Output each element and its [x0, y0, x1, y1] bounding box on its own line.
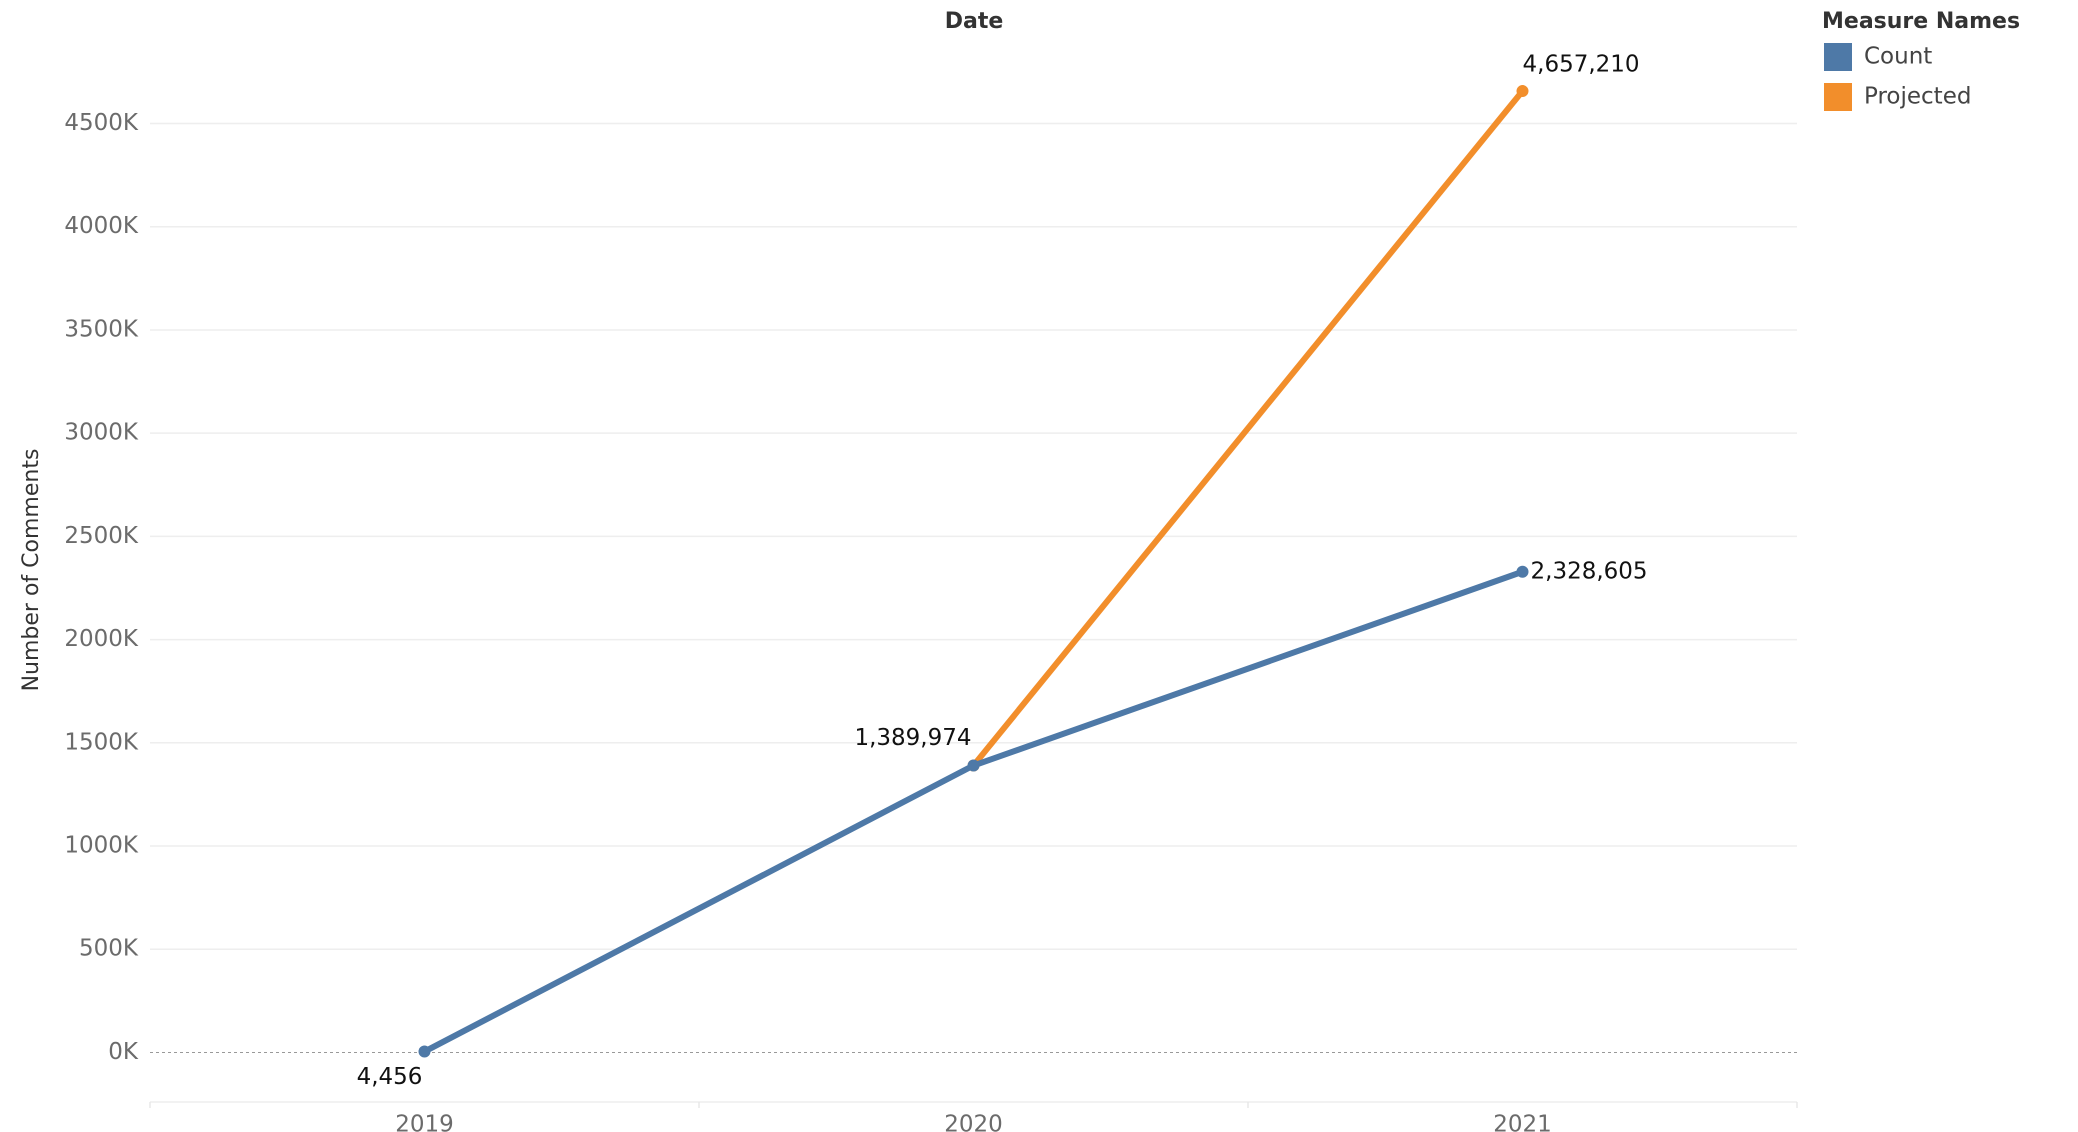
series-line — [971, 89, 1525, 768]
data-label: 1,389,974 — [854, 725, 971, 751]
y-tick-label: 2500K — [64, 523, 139, 549]
data-label: 2,328,605 — [1531, 558, 1648, 584]
y-tick-label: 3500K — [64, 316, 139, 342]
legend-title: Measure Names — [1822, 9, 2020, 34]
y-tick-label: 4000K — [64, 213, 139, 239]
data-point — [1516, 85, 1529, 98]
y-tick-label: 1000K — [64, 833, 139, 859]
y-tick-label: 0K — [108, 1039, 139, 1065]
x-tick-label: 2020 — [944, 1112, 1003, 1132]
y-tick-label: 500K — [79, 936, 139, 962]
legend-label: Count — [1864, 44, 1932, 70]
y-tick-label: 2000K — [64, 626, 139, 652]
data-label: 4,456 — [357, 1064, 423, 1090]
y-tick-label: 1500K — [64, 729, 139, 755]
y-tick-label: 3000K — [64, 420, 139, 446]
x-tick-label: 2021 — [1493, 1112, 1552, 1132]
data-label: 4,657,210 — [1523, 52, 1640, 78]
x-axis-title: Date — [945, 9, 1004, 34]
y-tick-label: 4500K — [64, 110, 139, 136]
data-point — [967, 759, 980, 772]
y-axis-title: Number of Comments — [19, 449, 44, 692]
legend-label: Projected — [1864, 84, 1971, 110]
data-point — [1516, 565, 1529, 578]
series-line — [423, 568, 1524, 1055]
legend-swatch — [1824, 83, 1852, 111]
x-tick-label: 2019 — [395, 1112, 454, 1132]
data-point — [418, 1045, 431, 1058]
legend-swatch — [1824, 43, 1852, 71]
